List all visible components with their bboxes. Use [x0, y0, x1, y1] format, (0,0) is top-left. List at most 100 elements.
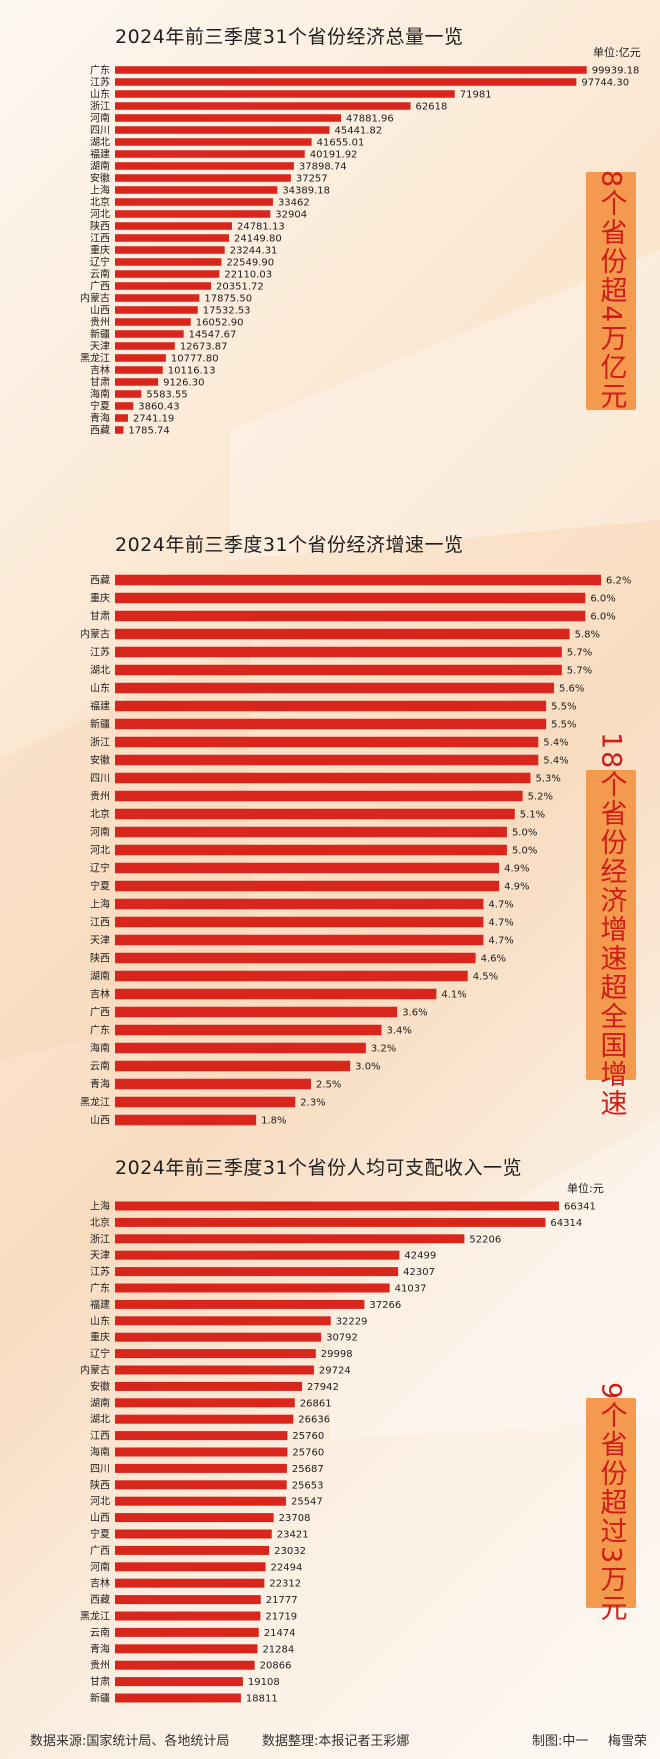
chart3-bar [115, 1414, 294, 1424]
chart1-value-label: 3860.43 [138, 402, 179, 413]
chart3-category-label: 陕西 [90, 1478, 110, 1491]
chart2-bar [115, 808, 515, 820]
chart1-bar [115, 258, 222, 266]
chart1-category-label: 江苏 [90, 76, 110, 89]
chart1-category-label: 吉林 [90, 364, 110, 377]
chart3-bar [115, 1513, 274, 1523]
chart1-category-label: 内蒙古 [80, 292, 110, 305]
chart2-bar [115, 664, 562, 676]
chart1-category-label: 湖北 [90, 137, 110, 149]
chart1-unit: 单位:亿元 [593, 46, 641, 59]
chart3-category-label: 海南 [90, 1446, 110, 1459]
chart1-value-label: 32904 [275, 210, 307, 221]
chart3-bar [115, 1677, 243, 1687]
chart1-bar [115, 138, 312, 146]
chart3-category-label: 山东 [90, 1314, 110, 1327]
chart3-value-label: 25653 [292, 1480, 324, 1491]
chart3-value-label: 27942 [307, 1382, 339, 1393]
chart3-bar [115, 1463, 287, 1473]
chart3-annotation-box: 9个省份超过3万元 [586, 1382, 636, 1624]
chart3-bar [115, 1529, 272, 1539]
chart1-value-label: 47881.96 [346, 114, 394, 125]
chart2-bar [115, 610, 586, 622]
chart1-category-label: 江西 [90, 233, 110, 245]
chart3-value-label: 21284 [262, 1644, 294, 1655]
chart2-category-label: 内蒙古 [80, 628, 110, 641]
chart3-bar [115, 1693, 241, 1703]
chart3-bar [115, 1398, 295, 1408]
chart2-value-label: 4.7% [488, 936, 513, 947]
chart3-category-label: 湖北 [90, 1414, 110, 1426]
chart2-bar [115, 970, 468, 982]
chart1-category-label: 四川 [90, 126, 110, 137]
chart1-category-label: 青海 [90, 412, 110, 425]
chart1-value-label: 23244.31 [230, 246, 278, 257]
chart2-value-label: 5.3% [535, 774, 560, 785]
chart3-category-label: 上海 [90, 1200, 110, 1213]
chart2-category-label: 宁夏 [90, 880, 110, 893]
chart1-category-label: 山东 [90, 88, 110, 101]
chart2-bar [115, 826, 507, 838]
chart2-category-label: 四川 [90, 774, 110, 785]
chart1-value-label: 34389.18 [282, 186, 330, 197]
chart2-bar [115, 574, 601, 586]
chart1-category-label: 上海 [90, 184, 110, 197]
chart1-value-label: 41655.01 [317, 138, 365, 149]
chart1-bar [115, 186, 278, 194]
chart2-category-label: 北京 [90, 808, 110, 821]
chart2-category-label: 上海 [90, 898, 110, 911]
chart3-value-label: 22312 [269, 1579, 301, 1590]
chart1-value-label: 33462 [278, 198, 310, 209]
chart3-value-label: 25760 [292, 1431, 324, 1442]
chart1-value-label: 10116.13 [168, 366, 216, 377]
chart2-title: 2024年前三季度31个省份经济增速一览 [115, 534, 464, 556]
chart1-bar [115, 270, 220, 278]
chart1-value-label: 37898.74 [299, 162, 347, 173]
chart3-title: 2024年前三季度31个省份人均可支配收入一览 [115, 1157, 523, 1179]
chart2-bar [115, 898, 484, 910]
chart2-bar [115, 790, 523, 802]
chart1-value-label: 9126.30 [163, 378, 204, 389]
chart2-category-label: 海南 [90, 1042, 110, 1055]
chart3-value-label: 21777 [266, 1595, 298, 1606]
chart1-bar [115, 162, 294, 170]
chart2-bar [115, 736, 539, 748]
chart1-value-label: 24781.13 [237, 222, 285, 233]
chart2-value-label: 2.3% [300, 1098, 325, 1109]
chart2-value-label: 2.5% [316, 1080, 341, 1091]
chart3-category-label: 山西 [90, 1512, 110, 1524]
chart1-bar [115, 102, 411, 110]
chart2-category-label: 浙江 [90, 737, 110, 749]
chart1-bar [115, 90, 455, 98]
chart2-bar [115, 628, 570, 640]
chart1-bar [115, 234, 229, 242]
chart1-value-label: 17532.53 [203, 306, 251, 317]
chart3-bar [115, 1545, 270, 1555]
chart2-bar [115, 700, 547, 712]
chart2-category-label: 新疆 [90, 718, 110, 731]
chart2-category-label: 贵州 [90, 790, 110, 803]
chart1-category-label: 湖南 [90, 160, 110, 173]
chart2-value-label: 5.0% [512, 828, 537, 839]
chart1-value-label: 99939.18 [592, 66, 640, 77]
chart3-value-label: 26861 [300, 1398, 332, 1409]
chart1-value-label: 97744.30 [581, 78, 629, 89]
chart2-bar [115, 682, 554, 694]
chart3-value-label: 18811 [246, 1694, 278, 1705]
chart1-value-label: 5583.55 [146, 390, 187, 401]
chart3-annotation: 9个省份超过3万元 [595, 1382, 627, 1624]
chart1-value-label: 1785.74 [128, 426, 169, 437]
chart2-bar [115, 1006, 398, 1018]
chart3-category-label: 云南 [90, 1626, 110, 1639]
chart2-value-label: 4.5% [473, 972, 498, 983]
chart1-category-label: 广东 [90, 64, 110, 77]
chart1-category-label: 山西 [90, 305, 110, 317]
chart1-value-label: 20351.72 [216, 282, 264, 293]
chart1-bar [115, 330, 184, 338]
chart3-value-label: 30792 [326, 1333, 358, 1344]
chart3-category-label: 贵州 [90, 1659, 110, 1672]
chart3-category-label: 吉林 [90, 1577, 110, 1590]
chart3-unit: 单位:元 [567, 1182, 604, 1195]
chart2-category-label: 安徽 [90, 754, 110, 767]
